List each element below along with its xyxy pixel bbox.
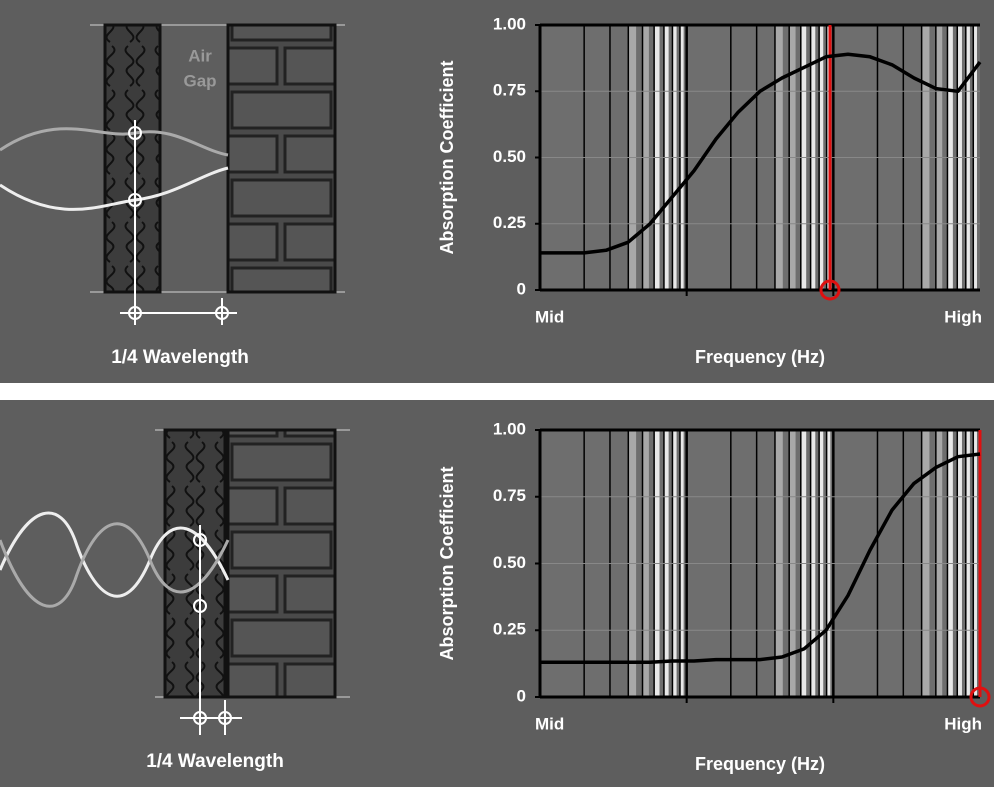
marker-circle (969, 686, 991, 708)
y-tick-label: 0.25 (493, 620, 526, 639)
wavelength-label: 1/4 Wavelength (146, 751, 284, 772)
wavelength-label: 1/4 Wavelength (111, 347, 249, 368)
y-tick-label: 0.75 (493, 81, 526, 100)
x-tick-label: Mid (535, 307, 564, 326)
y-tick-label: 1.00 (493, 14, 526, 33)
y-tick-label: 0.75 (493, 486, 526, 505)
y-tick-label: 0.25 (493, 213, 526, 232)
wall-diagram: Air Gap 1/4 Wavelength (0, 23, 345, 368)
y-tick-label: 0 (517, 686, 526, 705)
curve (540, 452, 981, 665)
x-tick-label: High (944, 307, 982, 326)
y-tick-label: 0 (517, 279, 526, 298)
x-tick-label: Mid (535, 714, 564, 733)
chart: 0 0.25 0.50 0.75 1.00 Mid High Frequency (Hz) Ab… (437, 419, 991, 774)
air-gap-label: Gap (183, 71, 216, 90)
chart: 0 0.25 0.50 0.75 1.00 Mid High Frequency (Hz) Ab… (437, 14, 982, 366)
marker-circle (819, 279, 841, 301)
curve (540, 52, 982, 255)
x-tick-label: High (944, 714, 982, 733)
air-gap-label: Air (188, 46, 212, 65)
x-axis-label: Frequency (Hz) (695, 754, 825, 774)
y-tick-label: 0.50 (493, 553, 526, 572)
y-tick-label: 1.00 (493, 419, 526, 438)
x-axis-label: Frequency (Hz) (695, 347, 825, 367)
y-axis-label: Absorption Coefficient (437, 61, 457, 255)
y-axis-label: Absorption Coefficient (437, 467, 457, 661)
wall-diagram: 1/4 Wavelength (0, 428, 350, 772)
y-tick-label: 0.50 (493, 147, 526, 166)
